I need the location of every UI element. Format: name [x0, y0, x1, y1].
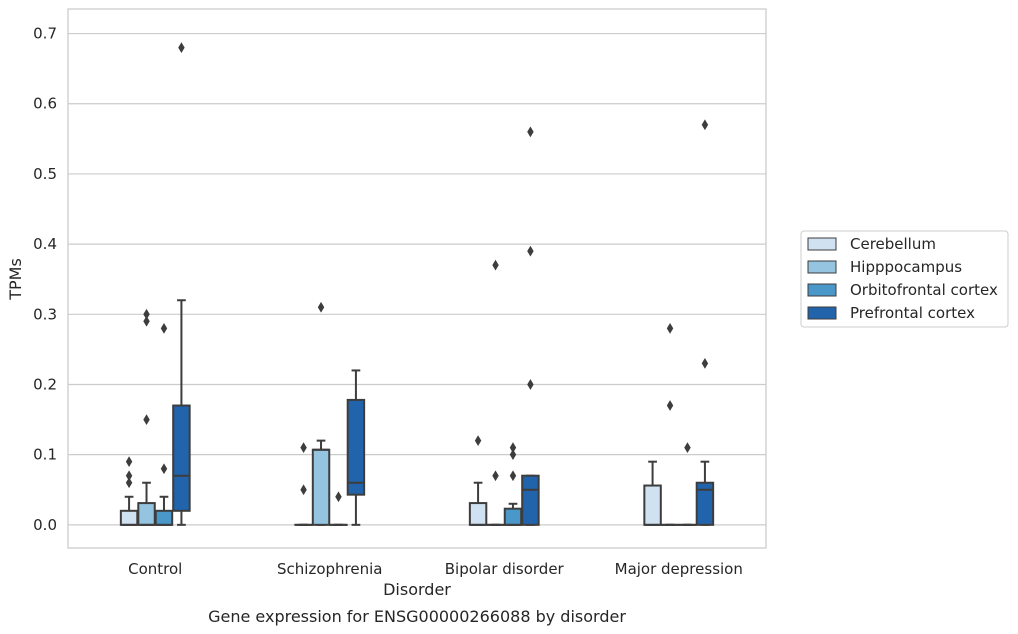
outlier-point: [666, 400, 674, 411]
legend-label: Hipppocampus: [850, 258, 962, 276]
outlier-point: [143, 414, 150, 425]
y-tick-label: 0.4: [33, 235, 57, 253]
box: [660, 322, 680, 526]
box: [695, 119, 715, 526]
outlier-point: [317, 301, 325, 313]
box: [643, 460, 662, 526]
plot-frame: [67, 8, 767, 549]
box-body: [137, 502, 156, 526]
box: [137, 308, 156, 526]
outlier-point: [666, 322, 674, 334]
box: [311, 301, 331, 526]
outlier-point: [300, 484, 307, 496]
legend-swatch: [807, 306, 837, 320]
box-body: [311, 448, 331, 526]
legend-label: Prefrontal cortex: [850, 304, 975, 322]
outlier-point: [300, 442, 307, 454]
series-orbitofrontal-cortex: [154, 322, 697, 526]
outlier-point: [527, 126, 534, 138]
x-tick-label: Major depression: [615, 560, 743, 578]
outlier-point: [125, 477, 133, 489]
legend-swatch: [807, 260, 837, 274]
outlier-point: [492, 259, 499, 271]
legend-frame: [800, 230, 1009, 328]
box: [521, 126, 540, 526]
outlier-point: [474, 435, 482, 446]
y-tick-label: 0.1: [33, 446, 57, 464]
box-body: [172, 404, 191, 512]
box-body: [154, 509, 174, 526]
outlier-point: [684, 442, 691, 454]
y-tick-label: 0.2: [33, 375, 57, 393]
y-tick-labels: 0.0 0.1 0.2 0.3 0.4 0.5 0.6 0.7: [33, 25, 57, 534]
outlier-point: [701, 119, 709, 131]
legend-swatch: [807, 237, 837, 251]
series-prefrontal-cortex: [172, 42, 715, 526]
y-tick-label: 0.0: [33, 516, 57, 534]
outlier-point: [527, 379, 534, 390]
box: [486, 259, 505, 526]
outlier-point: [509, 442, 517, 454]
outlier-point: [143, 308, 150, 320]
box-body: [503, 507, 523, 526]
y-tick-label: 0.5: [33, 165, 57, 183]
box: [154, 322, 174, 526]
box-body: [521, 474, 540, 526]
box-body: [695, 481, 715, 526]
outlier-point: [160, 322, 168, 334]
outlier-point: [125, 456, 133, 468]
box-plot-series: [119, 42, 715, 526]
box: [119, 456, 139, 526]
legend: Cerebellum Hipppocampus Orbitofrontal cort…: [800, 230, 1009, 328]
outlier-point: [509, 470, 517, 482]
x-axis-label: Disorder: [383, 580, 451, 599]
box: [172, 42, 191, 526]
legend-swatch: [807, 283, 837, 297]
x-tick-label: Schizophrenia: [277, 560, 382, 578]
outlier-point: [527, 245, 534, 257]
box: [346, 369, 366, 526]
x-tick-label: Control: [128, 560, 182, 578]
outlier-point: [160, 463, 168, 475]
series-hipppocampus: [137, 259, 680, 526]
box-body: [346, 398, 366, 496]
box-body: [119, 509, 139, 526]
figure-caption: Gene expression for ENSG00000266088 by d…: [208, 607, 626, 626]
y-axis-label: TPMs: [6, 258, 25, 301]
series-cerebellum: [119, 435, 662, 526]
x-tick-labels: Control Schizophrenia Bipolar disorder Majo…: [128, 560, 743, 578]
outlier-point: [509, 449, 517, 461]
y-tick-label: 0.7: [33, 25, 57, 43]
legend-label: Orbitofrontal cortex: [850, 281, 998, 299]
box: [468, 435, 488, 526]
legend-label: Cerebellum: [850, 235, 936, 253]
outlier-point: [492, 470, 499, 482]
outlier-point: [701, 358, 709, 369]
box-body: [468, 502, 488, 526]
box-body: [643, 484, 662, 526]
box: [329, 491, 348, 526]
y-tick-label: 0.3: [33, 305, 57, 323]
y-tick-label: 0.6: [33, 95, 57, 113]
outlier-point: [143, 315, 150, 327]
x-tick-label: Bipolar disorder: [445, 560, 565, 578]
outlier-point: [125, 470, 133, 482]
outlier-point: [178, 42, 185, 53]
outlier-point: [335, 491, 342, 503]
